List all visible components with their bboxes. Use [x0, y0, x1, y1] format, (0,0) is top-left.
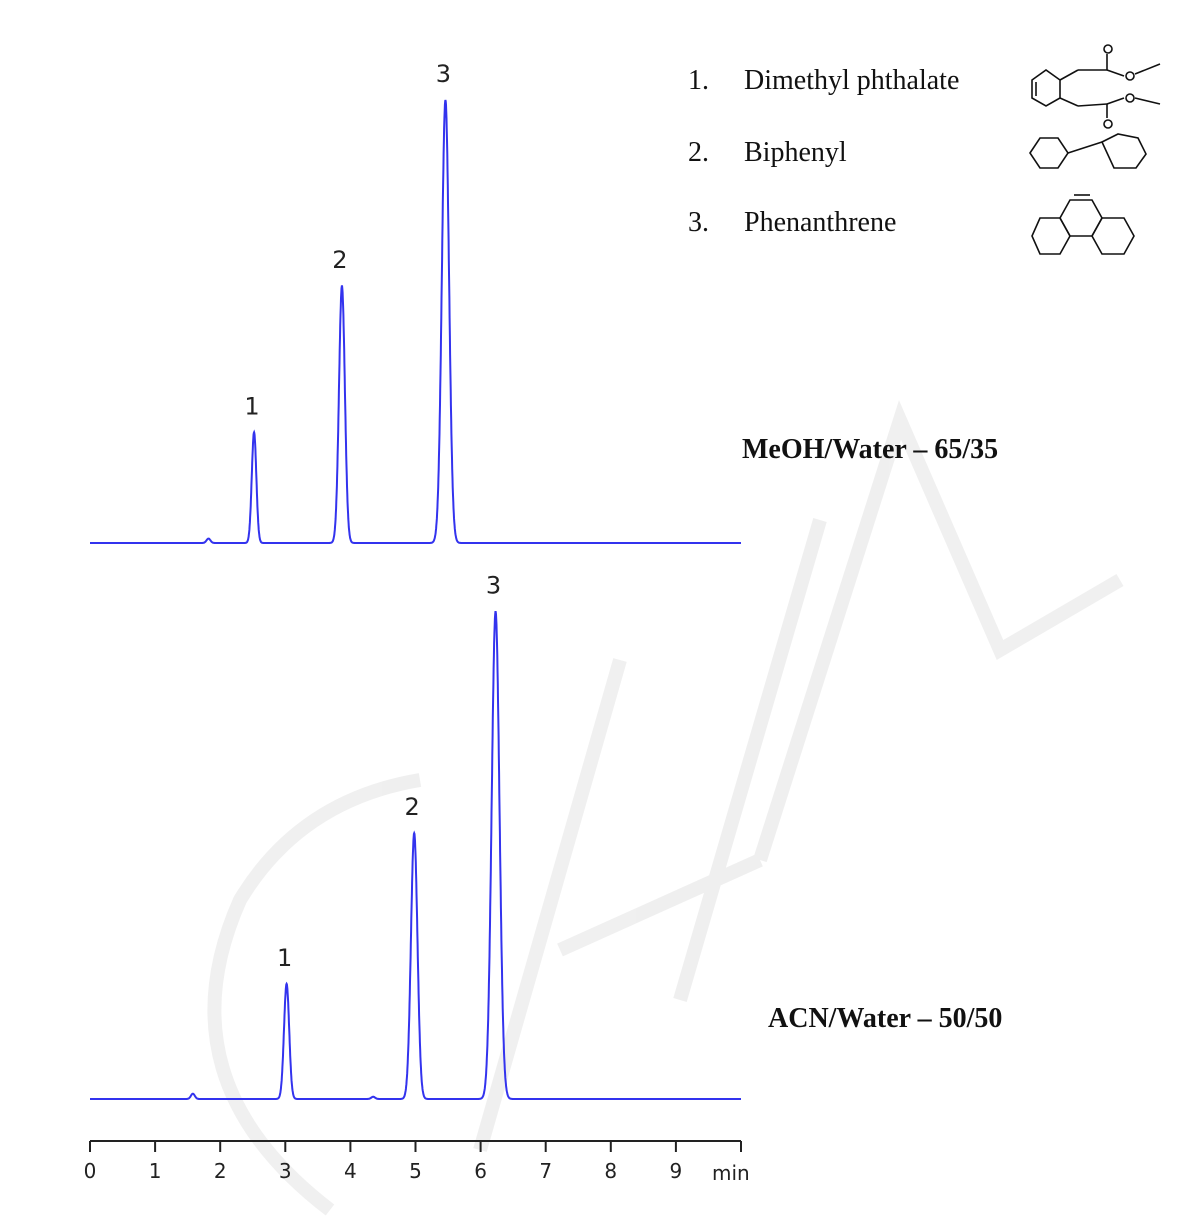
x-tick-label-9: 9: [670, 1159, 683, 1183]
legend-number-1: 1.: [688, 65, 709, 96]
x-axis: 0 1 2 3 4 5 6 7 8 9: [84, 1140, 742, 1183]
trace-1: [90, 99, 741, 544]
x-tick-label-0: 0: [84, 1159, 97, 1183]
peak-label-1-2: 2: [332, 246, 347, 274]
watermark: [207, 400, 1124, 1216]
peak-label-2-3: 3: [486, 572, 501, 600]
x-tick-label-6: 6: [474, 1159, 487, 1183]
legend-name-1: Dimethyl phthalate: [744, 65, 959, 96]
x-tick-label-4: 4: [344, 1159, 357, 1183]
peak-label-1-1: 1: [244, 392, 259, 420]
x-tick-label-3: 3: [279, 1159, 292, 1183]
x-tick-label-2: 2: [214, 1159, 227, 1183]
series-label-methanol: MeOH/Water – 65/35: [742, 434, 998, 465]
legend-name-3: Phenanthrene: [744, 207, 896, 238]
x-axis-label: min: [712, 1161, 750, 1185]
peak-label-2-1: 1: [277, 944, 292, 972]
legend: 1. Dimethyl phthalate 2. Biphenyl 3. Phe…: [688, 65, 959, 238]
trace-2: [90, 611, 741, 1100]
dimethyl-phthalate-structure-icon: [1031, 44, 1161, 129]
x-tick-label-8: 8: [604, 1159, 617, 1183]
x-tick-label-5: 5: [409, 1159, 422, 1183]
legend-number-3: 3.: [688, 207, 709, 238]
x-tick-label-1: 1: [149, 1159, 162, 1183]
peak-label-2-2: 2: [405, 793, 420, 821]
biphenyl-structure-icon: [1029, 133, 1147, 169]
phenanthrene-structure-icon: [1031, 194, 1135, 255]
x-tick-label-7: 7: [539, 1159, 552, 1183]
legend-name-2: Biphenyl: [744, 137, 847, 168]
series-label-acetonitrile: ACN/Water – 50/50: [768, 1003, 1002, 1034]
legend-number-2: 2.: [688, 137, 709, 168]
peak-label-1-3: 3: [436, 60, 451, 88]
